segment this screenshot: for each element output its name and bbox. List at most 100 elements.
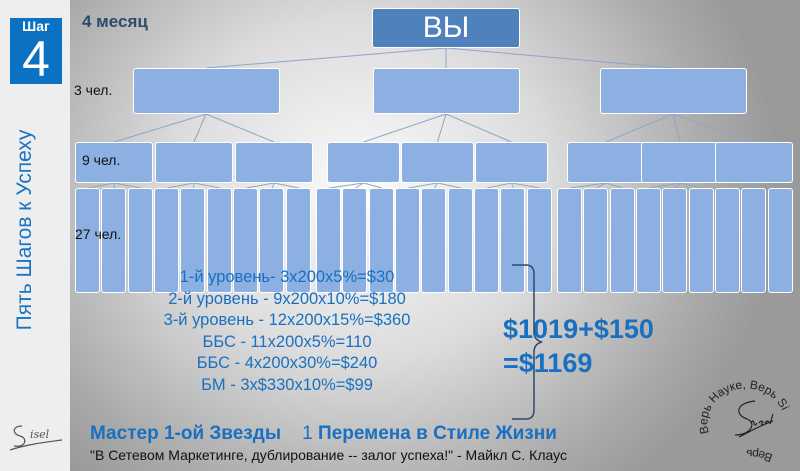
calculation-list: 1-й уровень- 3x200x5%=$30 2-й уровень - … xyxy=(110,267,464,396)
level4-box xyxy=(316,188,341,293)
connector xyxy=(113,113,207,143)
level4-box xyxy=(768,188,793,293)
connector xyxy=(355,182,364,189)
brace xyxy=(512,264,543,420)
level4-box xyxy=(75,188,100,293)
connector xyxy=(511,182,514,189)
level4-label: 27 чел. xyxy=(75,226,122,242)
connector xyxy=(728,182,755,189)
level4-box xyxy=(636,188,661,293)
connector xyxy=(437,113,447,143)
level3-label: 9 чел. xyxy=(82,152,121,168)
sisel-logo: isel xyxy=(9,425,63,451)
calc-line: ББС - 11x200x5%=110 xyxy=(202,332,372,351)
level3-box xyxy=(401,142,474,183)
connector xyxy=(672,113,681,143)
sidebar: Шаг 4 Пять Шагов к Успеху isel xyxy=(0,0,70,471)
connector xyxy=(363,182,382,189)
level4-box xyxy=(741,188,766,293)
connector xyxy=(329,182,364,189)
connector xyxy=(511,182,540,189)
level4-box xyxy=(689,188,714,293)
connector xyxy=(193,182,220,189)
svg-text:Верь: Верь xyxy=(746,447,774,463)
level4-box xyxy=(662,188,687,293)
connector xyxy=(205,47,447,69)
level2-box xyxy=(373,68,520,114)
level3-box xyxy=(75,142,153,183)
connector xyxy=(193,113,207,143)
step-badge: Шаг 4 xyxy=(10,18,62,84)
level3-box xyxy=(327,142,400,183)
connector xyxy=(596,182,607,189)
connector xyxy=(649,182,681,189)
level2-box xyxy=(133,68,280,114)
connector xyxy=(113,182,141,189)
level4-box xyxy=(715,188,740,293)
connector xyxy=(88,182,115,189)
level4-box xyxy=(610,188,635,293)
level4-box xyxy=(259,188,284,293)
calc-line: 3-й уровень - 12x200x15%=$360 xyxy=(163,311,411,329)
connector xyxy=(246,182,275,189)
connector xyxy=(753,182,781,189)
total-income: $1019+$150 =$1169 xyxy=(503,312,654,380)
connector xyxy=(273,182,299,189)
level4-box xyxy=(369,188,394,293)
level4-box xyxy=(395,188,420,293)
level3-box xyxy=(235,142,313,183)
level4-box xyxy=(474,188,499,293)
vertical-title: Пять Шагов к Успеху xyxy=(13,129,36,331)
connector xyxy=(679,182,702,189)
quote: "В Сетевом Маркетинге, дублирование -- з… xyxy=(90,447,567,463)
change-number: 1 xyxy=(302,423,313,444)
connector xyxy=(167,182,195,189)
connector xyxy=(605,182,623,189)
level4-box xyxy=(207,188,232,293)
connector xyxy=(672,113,755,143)
level4-box xyxy=(342,188,367,293)
level4-box xyxy=(233,188,258,293)
level4-box xyxy=(527,188,552,293)
total-line: =$1169 xyxy=(503,348,593,378)
level4-box xyxy=(128,188,153,293)
step-number: 4 xyxy=(22,31,50,87)
step-label: Шаг xyxy=(22,18,50,34)
connector xyxy=(434,182,438,189)
tree-connectors xyxy=(88,47,781,189)
level3-box xyxy=(715,142,793,183)
level3-box xyxy=(567,142,645,183)
calc-line: 1-й уровень- 3x200x5%=$30 xyxy=(179,268,395,286)
connector xyxy=(487,182,512,189)
connector xyxy=(445,113,512,143)
connector xyxy=(113,182,115,189)
you-box: ВЫ xyxy=(372,8,520,48)
rank-line: Мастер 1-ой Звезды 1 Перемена в Стиле Жи… xyxy=(90,423,557,445)
level4-box xyxy=(421,188,446,293)
rank: Мастер 1-ой Звезды xyxy=(90,423,282,444)
total-line: $1019+$150 xyxy=(503,314,654,344)
level4-box xyxy=(583,188,608,293)
connector xyxy=(408,182,438,189)
level4-box xyxy=(180,188,205,293)
connector xyxy=(753,182,755,189)
connector xyxy=(437,182,461,189)
level4-box xyxy=(101,188,126,293)
connector xyxy=(205,113,275,143)
level4-box xyxy=(500,188,525,293)
level4-box xyxy=(448,188,473,293)
seal-signature-icon xyxy=(734,400,774,438)
svg-text:isel: isel xyxy=(30,428,50,441)
calc-line: БМ - 3x$330x10%=$99 xyxy=(201,375,373,394)
calc-line: ББС - 4x200x30%=$240 xyxy=(196,354,378,372)
change-text: Перемена в Стиле Жизни xyxy=(318,423,557,444)
level4-box xyxy=(557,188,582,293)
connector xyxy=(363,113,447,143)
connector xyxy=(605,113,674,143)
level3-box xyxy=(641,142,719,183)
connector xyxy=(570,182,607,189)
connector xyxy=(193,182,195,189)
level4-box xyxy=(154,188,179,293)
level4-box xyxy=(286,188,311,293)
connector xyxy=(272,182,275,189)
